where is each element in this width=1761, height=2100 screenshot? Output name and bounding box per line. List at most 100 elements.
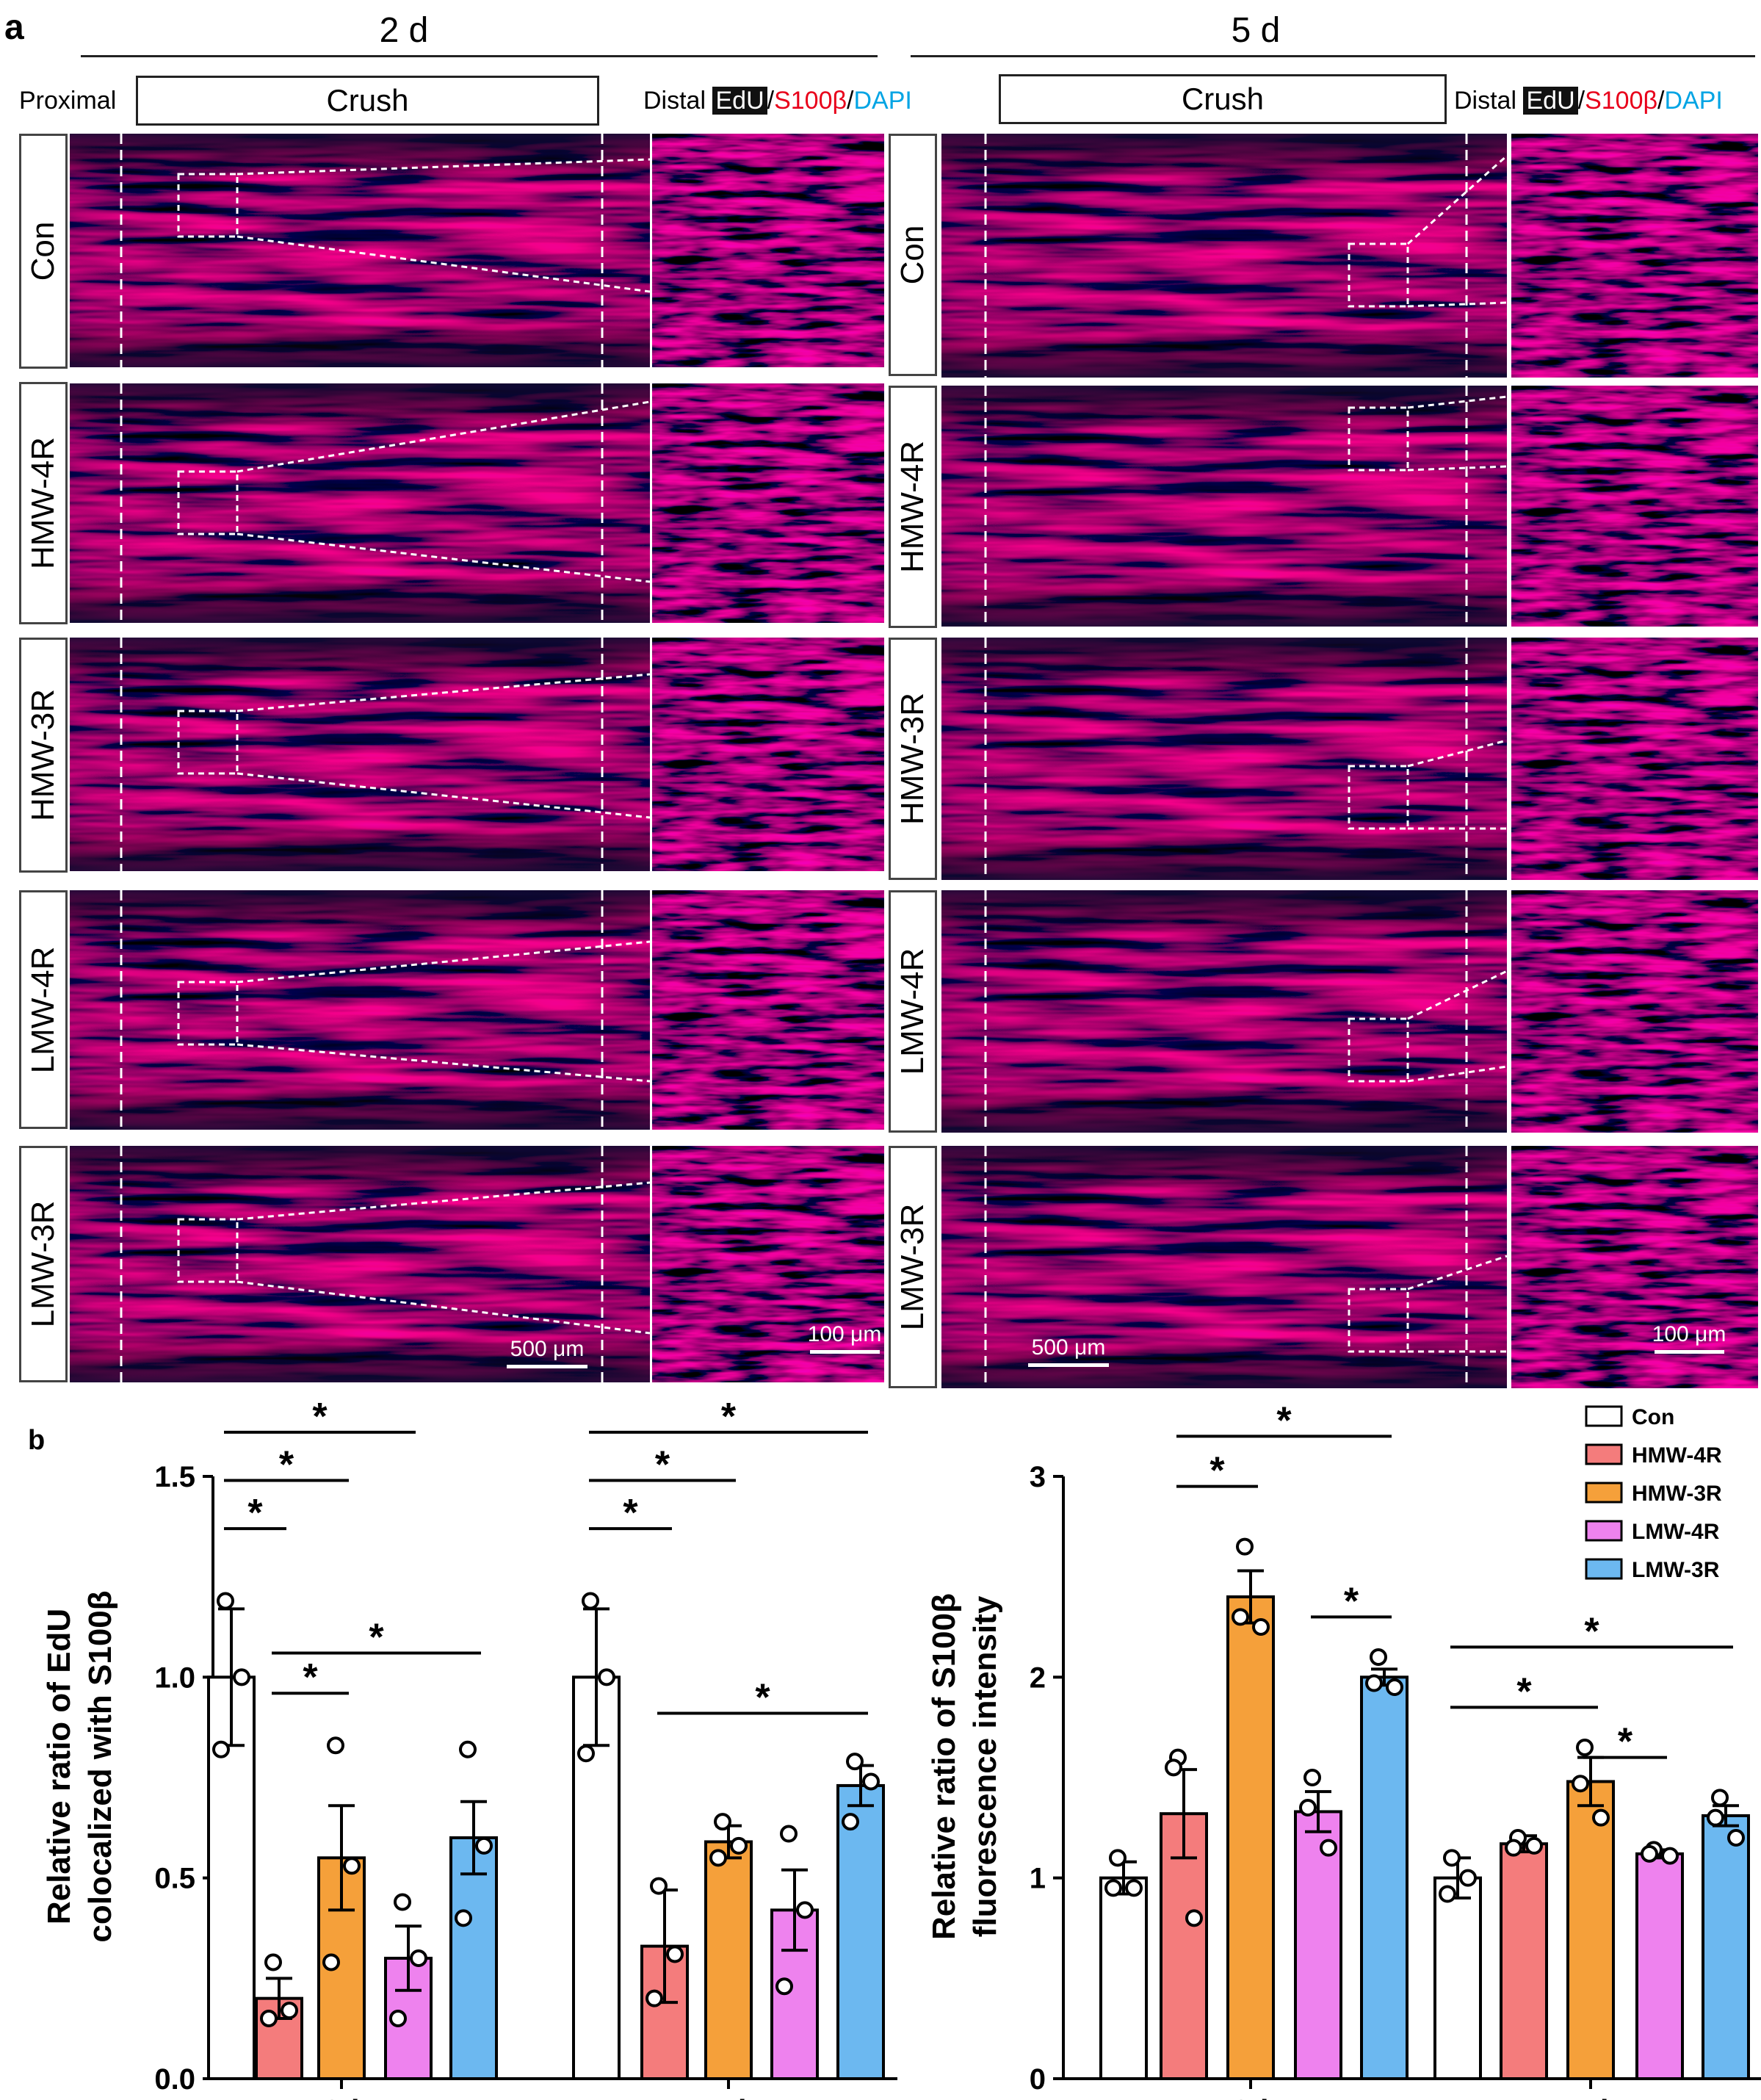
data-point	[1641, 1844, 1658, 1863]
data-point	[260, 2010, 278, 2027]
data-point	[646, 1989, 663, 2007]
scale-bar-500-2d: 500 μm	[499, 1337, 595, 1368]
significance-star: *	[369, 1617, 384, 1659]
legend-swatch-lmw-3r	[1585, 1558, 1623, 1580]
data-point	[1443, 1849, 1461, 1867]
micrograph-5d-lmw3r	[941, 1146, 1507, 1388]
micrograph-2d-hmw3r	[70, 638, 650, 871]
data-point	[1711, 1789, 1729, 1807]
bar-charts: 0.0 0.5 1.0 1.5 Relative ratio of EdU colocal…	[41, 1396, 1761, 2100]
data-point	[1370, 1648, 1387, 1666]
data-point	[1572, 1775, 1589, 1793]
legend-swatch-con	[1585, 1405, 1623, 1427]
legend-label-lmw-3r: LMW-3R	[1632, 1558, 1720, 1582]
data-point	[1303, 1769, 1321, 1786]
x-tick-label: 5d	[710, 2093, 746, 2100]
row-label-con-5d: Con	[889, 134, 937, 376]
legend-label-lmw-4r: LMW-4R	[1632, 1520, 1720, 1544]
data-point	[1576, 1739, 1594, 1756]
significance-star: *	[721, 1396, 737, 1438]
significance-star: *	[1584, 1610, 1599, 1653]
bar-lmw-3r-2d	[449, 1836, 498, 2080]
data-point	[327, 1736, 344, 1755]
data-point	[1104, 1879, 1122, 1897]
stain-legend-2d: Distal EdU/S100β/DAPI	[643, 87, 912, 115]
x-tick-label: 5d	[1572, 2093, 1608, 2100]
data-point	[842, 1813, 859, 1831]
proximal-label: Proximal	[19, 87, 117, 115]
s100-label: S100β	[774, 87, 847, 115]
significance-star: *	[1276, 1399, 1292, 1442]
data-point	[1386, 1678, 1403, 1696]
row-label-lmw3r-2d: LMW-3R	[19, 1146, 68, 1382]
data-point	[1252, 1618, 1270, 1636]
bar-lmw-3r-5d	[836, 1783, 885, 2081]
data-point	[475, 1836, 493, 1855]
edu-label: EdU	[1523, 87, 1578, 115]
y-axis-label: Relative ratio of S100β	[926, 1593, 962, 1940]
row-label-hmw4r-5d: HMW-4R	[889, 386, 937, 628]
bar-hmw-3r-5d	[1566, 1780, 1615, 2080]
data-point	[1459, 1869, 1477, 1887]
bar-con-5d	[1433, 1876, 1482, 2081]
row-label-con-2d: Con	[19, 134, 68, 369]
dapi-label: DAPI	[1664, 87, 1723, 115]
micrograph-5d-zoom-hmw3r	[1511, 638, 1758, 880]
micrograph-2d-con	[70, 134, 650, 367]
significance-star: *	[312, 1396, 328, 1438]
data-point	[1439, 1885, 1456, 1903]
data-point	[394, 1893, 411, 1911]
panel-a-letter: a	[4, 8, 24, 47]
row-label-lmw4r-2d: LMW-4R	[19, 890, 68, 1129]
micrograph-5d-zoom-con	[1511, 134, 1758, 378]
micrograph-2d-zoom-lmw3r	[652, 1146, 884, 1382]
row-label-hmw4r-2d: HMW-4R	[19, 382, 68, 624]
significance-star: *	[623, 1492, 638, 1534]
scale-bar-100-2d: 100 μm	[789, 1322, 900, 1354]
significance-star: *	[755, 1677, 770, 1720]
stain-sep: /	[1577, 87, 1585, 115]
data-point	[322, 1953, 340, 1971]
data-point	[212, 1740, 230, 1758]
stain-sep: /	[847, 87, 854, 115]
data-point	[264, 1953, 282, 1971]
timepoint-2d-label: 2 d	[379, 11, 429, 50]
micrograph-5d-hmw3r	[941, 638, 1507, 880]
y-tick-label: 0.5	[154, 1863, 195, 1895]
micrograph-2d-lmw4r	[70, 890, 650, 1130]
bar-lmw-4r-2d	[1294, 1810, 1342, 2080]
y-axis-label: fluorescence intensity	[967, 1595, 1003, 1937]
data-point	[1232, 1608, 1249, 1626]
data-point	[1236, 1537, 1254, 1556]
row-label-hmw3r-5d: HMW-3R	[889, 638, 937, 880]
data-point	[1165, 1758, 1182, 1777]
data-point	[598, 1668, 615, 1686]
data-point	[1661, 1847, 1679, 1865]
bar-lmw-4r-5d	[1635, 1852, 1684, 2080]
row-label-lmw4r-5d: LMW-4R	[889, 890, 937, 1133]
data-point	[862, 1772, 880, 1791]
bar-hmw-4r-5d	[640, 1944, 689, 2080]
y-tick-label: 3	[1030, 1461, 1046, 1493]
legend-swatch-lmw-4r	[1585, 1520, 1623, 1542]
legend-label-hmw-3r: HMW-3R	[1632, 1482, 1722, 1506]
data-point	[650, 1877, 668, 1895]
y-tick-label: 1	[1030, 1863, 1046, 1895]
data-point	[455, 1909, 472, 1927]
bar-con-2d	[1099, 1876, 1148, 2081]
data-point	[1727, 1829, 1745, 1847]
row-label-hmw3r-2d: HMW-3R	[19, 638, 68, 873]
timepoint-2d-underline	[81, 55, 878, 57]
significance-star: *	[1209, 1450, 1225, 1493]
data-point	[730, 1836, 748, 1855]
micrograph-2d-zoom-hmw4r	[652, 383, 884, 623]
data-point	[389, 2010, 407, 2027]
data-point	[410, 1949, 427, 1967]
data-point	[1525, 1836, 1543, 1855]
data-point	[666, 1945, 684, 1963]
data-point	[714, 1813, 731, 1831]
y-tick-label: 2	[1030, 1661, 1046, 1694]
y-tick-label: 1.5	[154, 1461, 195, 1493]
y-tick-label: 0	[1030, 2063, 1046, 2096]
bar-lmw-3r-5d	[1702, 1814, 1750, 2081]
